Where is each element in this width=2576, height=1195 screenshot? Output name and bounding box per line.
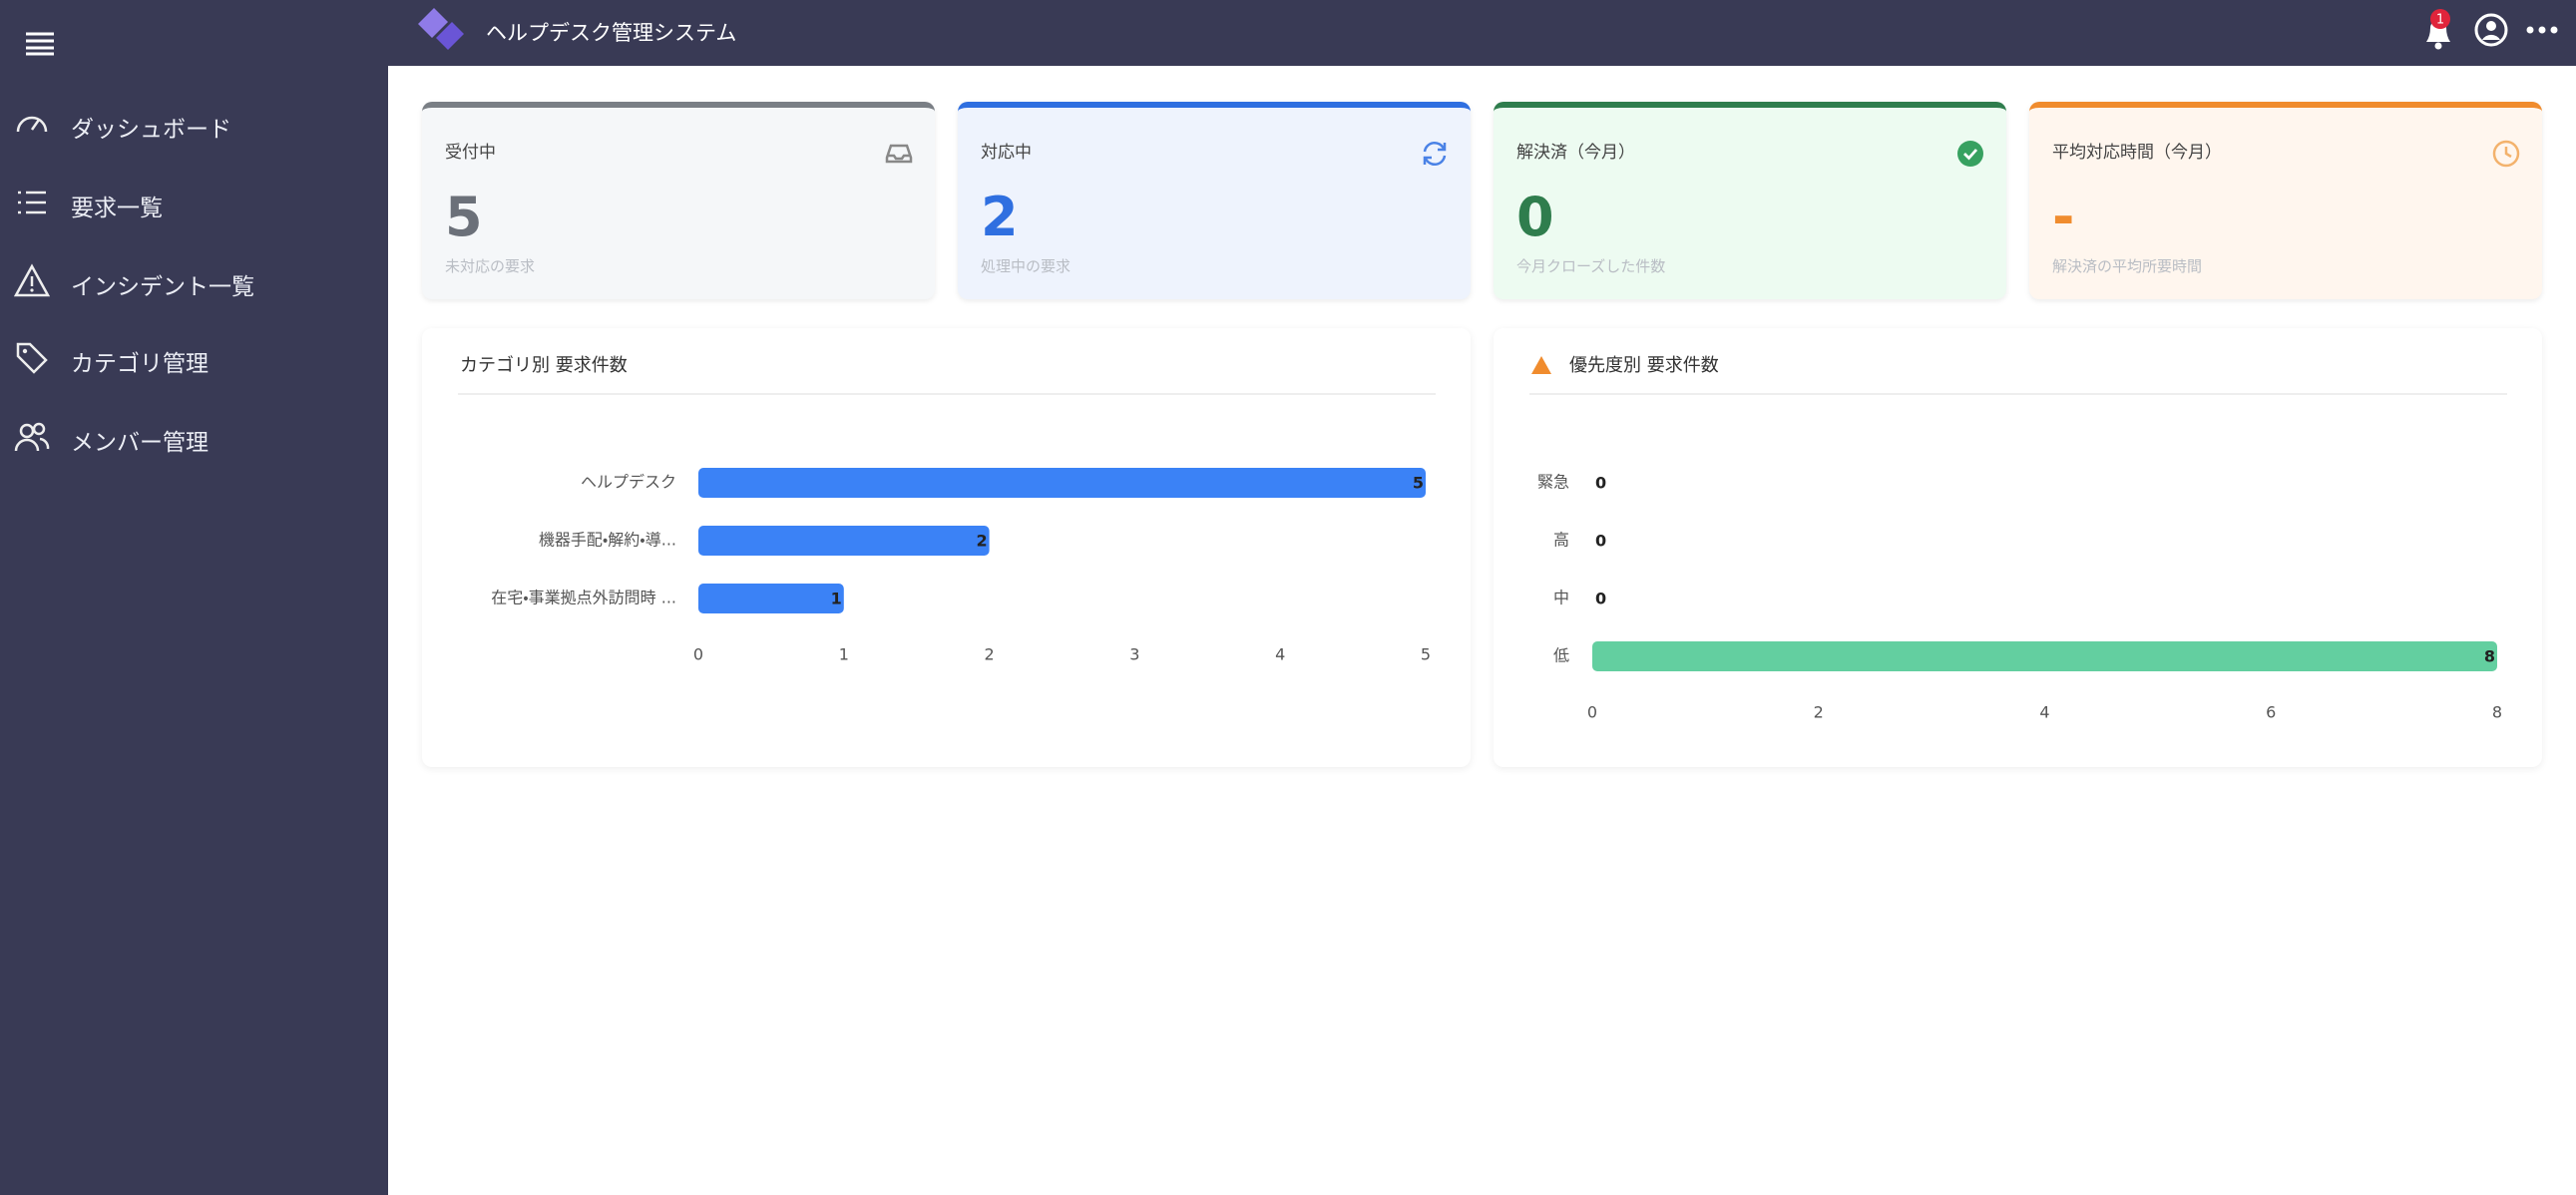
- account-icon[interactable]: [2473, 12, 2509, 48]
- x-tick-label: 5: [1421, 645, 1431, 664]
- stat-card: 受付中 5 未対応の要求: [422, 102, 935, 299]
- card-value: 2: [981, 186, 1019, 248]
- card-label: 受付中: [445, 143, 496, 163]
- card-label: 解決済（今月）: [1516, 143, 1635, 163]
- icon: [2492, 140, 2520, 168]
- stat-card: 解決済（今月） 0 今月クローズした件数: [1494, 102, 2006, 299]
- bar: [1592, 641, 2497, 671]
- stat-card: 対応中 2 処理中の要求: [958, 102, 1471, 299]
- icon: [16, 342, 48, 374]
- x-tick-label: 4: [2039, 703, 2049, 722]
- card-label: 対応中: [981, 143, 1032, 163]
- chart-panel: 優先度別 要求件数緊急 0 高 0 中 0 低 8 0 2 4 6 8: [1494, 328, 2542, 767]
- x-tick-label: 0: [693, 645, 703, 664]
- data-label: 8: [2484, 647, 2495, 666]
- icon: [885, 144, 913, 164]
- card-caption: 処理中の要求: [981, 257, 1072, 275]
- data-label: 0: [1595, 474, 1606, 493]
- menu-item[interactable]: インシデント一覧: [0, 253, 388, 313]
- card-value: 0: [1516, 186, 1554, 248]
- x-tick-label: 6: [2266, 703, 2276, 722]
- y-tick-label: ヘルプデスク: [581, 473, 676, 492]
- y-tick-label: 低: [1553, 646, 1569, 665]
- menu-label: メンバー管理: [71, 430, 209, 456]
- icon: [1423, 142, 1447, 166]
- x-tick-label: 2: [985, 645, 995, 664]
- stat-card: 平均対応時間（今月） - 解決済の平均所要時間: [2029, 102, 2542, 299]
- menu-item[interactable]: ダッシュボード: [0, 96, 388, 156]
- notification-bell[interactable]: 1: [2418, 8, 2458, 52]
- data-label: 0: [1595, 532, 1606, 551]
- x-tick-label: 0: [1587, 703, 1597, 722]
- icon: [14, 263, 50, 297]
- x-tick-label: 2: [1814, 703, 1824, 722]
- sidebar: ダッシュボード 要求一覧 インシデント一覧 カテゴリ管理 メンバー管理: [0, 0, 388, 1195]
- data-label: 0: [1595, 590, 1606, 608]
- notification-badge: 1: [2436, 13, 2444, 28]
- card-caption: 今月クローズした件数: [1516, 257, 1666, 275]
- bar: [698, 584, 844, 613]
- chart-title: 優先度別 要求件数: [1569, 355, 1719, 376]
- menu-item[interactable]: メンバー管理: [0, 409, 388, 469]
- warning-icon: [1531, 356, 1551, 374]
- logo: [418, 8, 464, 50]
- y-tick-label: 高: [1553, 531, 1569, 550]
- app-title: ヘルプデスク管理システム: [486, 21, 737, 45]
- data-label: 5: [1413, 474, 1424, 493]
- icon: [18, 191, 46, 214]
- more-menu[interactable]: [2525, 18, 2559, 42]
- x-tick-label: 1: [839, 645, 849, 664]
- card-caption: 未対応の要求: [445, 257, 536, 275]
- icon: [16, 116, 48, 133]
- y-tick-label: 在宅・事業拠点外訪問時 ...: [491, 589, 676, 607]
- menu-label: 要求一覧: [71, 196, 163, 221]
- x-tick-label: 3: [1129, 645, 1139, 664]
- menu-item[interactable]: 要求一覧: [0, 175, 388, 234]
- card-value: 5: [445, 186, 483, 248]
- chart-title: カテゴリ別 要求件数: [460, 355, 628, 376]
- menu-item[interactable]: カテゴリ管理: [0, 330, 388, 390]
- bar: [698, 526, 990, 556]
- x-tick-label: 4: [1275, 645, 1285, 664]
- menu-label: カテゴリ管理: [71, 351, 209, 377]
- data-label: 2: [976, 532, 987, 551]
- card-label: 平均対応時間（今月）: [2052, 143, 2222, 163]
- bar: [698, 468, 1426, 498]
- menu-label: ダッシュボード: [71, 117, 231, 143]
- chart-panel: カテゴリ別 要求件数ヘルプデスク 5 機器手配・解約・導... 2 在宅・事業拠点外訪問…: [422, 328, 1471, 767]
- top-bar: ヘルプデスク管理システム 1: [388, 0, 2576, 66]
- card-caption: 解決済の平均所要時間: [2052, 257, 2203, 275]
- x-tick-label: 8: [2492, 703, 2502, 722]
- icon: [14, 422, 50, 452]
- y-tick-label: 緊急: [1537, 473, 1569, 492]
- menu-toggle[interactable]: [24, 30, 56, 56]
- y-tick-label: 中: [1553, 589, 1569, 607]
- y-tick-label: 機器手配・解約・導...: [539, 531, 676, 550]
- data-label: 1: [831, 590, 842, 608]
- card-value: -: [2052, 186, 2075, 248]
- icon: [1957, 141, 1983, 167]
- menu-label: インシデント一覧: [71, 274, 254, 300]
